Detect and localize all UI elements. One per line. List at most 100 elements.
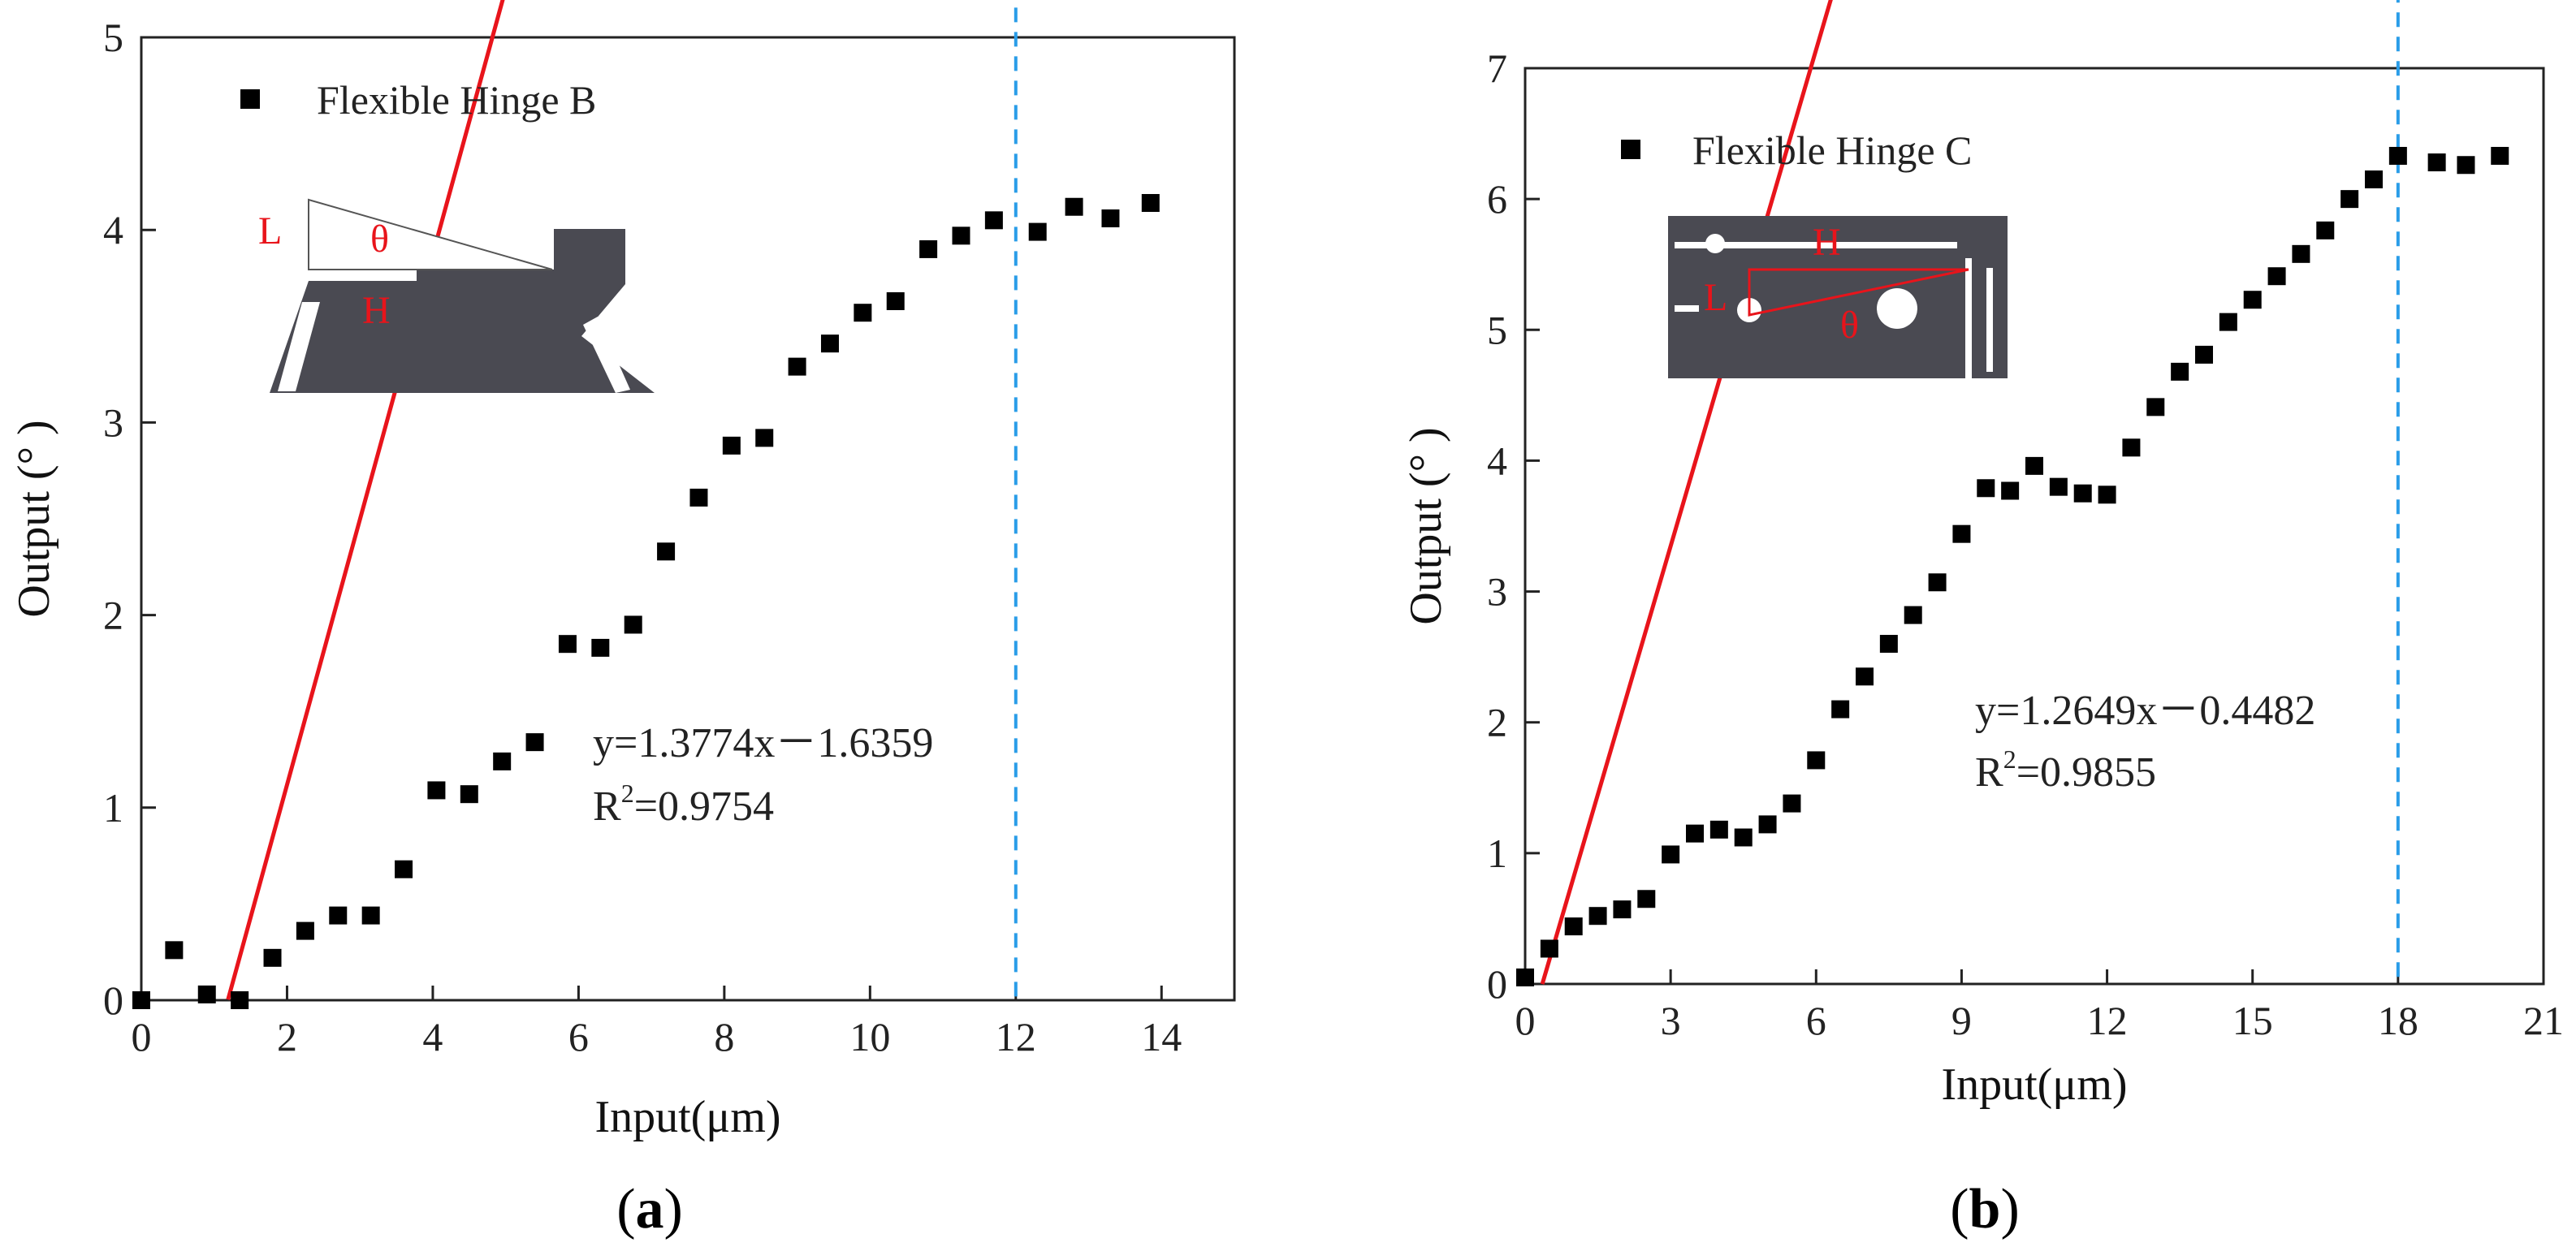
data-point-a: [427, 781, 446, 800]
x-axis-title-a: Input(μm): [594, 1092, 780, 1142]
hinge-c-top-hole: [1705, 234, 1725, 253]
x-tick-label-a: 8: [714, 1014, 734, 1059]
data-point-b: [2171, 362, 2189, 381]
x-tick-label-b: 0: [1515, 998, 1536, 1043]
hinge-b-body: [270, 229, 655, 393]
data-point-a: [460, 785, 478, 804]
x-tick-label-b: 18: [2378, 998, 2418, 1043]
legend-label-b: Flexible Hinge C: [1692, 127, 1972, 173]
hinge-c-right-slot-2: [1986, 268, 1993, 372]
data-point-b: [2122, 438, 2141, 457]
data-point-a: [231, 991, 249, 1009]
data-point-a: [984, 211, 1003, 230]
x-tick-label-b: 9: [1951, 998, 1972, 1043]
x-tick-label-a: 2: [277, 1014, 297, 1059]
x-tick-label-a: 14: [1141, 1014, 1182, 1059]
r-squared-value-b: =0.9855: [2016, 749, 2156, 796]
plot-frame-b: [1524, 67, 2545, 986]
fit-equation-b: y=1.2649x－0.4482: [1975, 688, 2315, 734]
marks-group-b: [1516, 0, 2509, 986]
inset-label-h-a: H: [362, 289, 391, 332]
r-squared-b: R2=0.9855: [1975, 744, 2156, 796]
fit-equation-a: y=1.3774x－1.6359: [593, 720, 933, 766]
data-point-b: [2427, 153, 2446, 172]
hinge-b-slot-right: [583, 317, 630, 393]
data-point-b: [2340, 190, 2359, 209]
data-point-b: [1540, 939, 1558, 958]
data-point-b: [2243, 291, 2262, 309]
data-point-b: [2219, 313, 2237, 331]
data-point-a: [657, 542, 676, 561]
x-tick-label-b: 15: [2232, 998, 2273, 1043]
fit-line-a: [226, 0, 505, 1000]
y-tick-label-b: 6: [1487, 176, 1507, 222]
data-point-b: [2025, 456, 2043, 475]
x-tick-label-a: 0: [132, 1014, 152, 1059]
y-tick-label-b: 3: [1487, 569, 1507, 615]
data-point-b: [2316, 221, 2335, 239]
data-point-a: [854, 304, 872, 322]
data-point-a: [919, 239, 938, 258]
r-squared-prefix-a: R: [593, 783, 621, 830]
legend-label-a: Flexible Hinge B: [317, 77, 596, 123]
plot-frame-a: [140, 36, 1236, 1002]
y-tick-label-a: 0: [103, 977, 123, 1023]
data-point-a: [558, 635, 577, 654]
data-point-b: [2388, 146, 2407, 165]
data-point-b: [1879, 635, 1898, 654]
y-tick-label-b: 1: [1487, 831, 1507, 876]
y-tick-label-a: 2: [103, 593, 123, 638]
data-point-a: [361, 906, 380, 925]
data-point-b: [1637, 890, 1656, 908]
data-point-a: [755, 429, 774, 447]
panel-caption-b: (b): [1950, 1178, 2020, 1241]
r-squared-prefix-b: R: [1975, 749, 2003, 796]
legend-marker-a: [240, 89, 260, 109]
x-tick-label-a: 6: [568, 1014, 589, 1059]
x-tick-label-a: 10: [849, 1014, 890, 1059]
data-point-b: [2491, 146, 2509, 165]
data-point-b: [1783, 794, 1801, 813]
data-point-b: [1613, 900, 1632, 919]
inset-label-theta-b: θ: [1840, 304, 1859, 347]
r-squared-a: R2=0.9754: [593, 779, 774, 830]
legend-marker-b: [1621, 140, 1640, 159]
data-point-a: [820, 334, 839, 353]
flexible-hinge-c-diagram: H L θ: [1668, 216, 2008, 378]
x-axis-title-b: Input(μm): [1941, 1059, 2127, 1110]
y-tick-label-a: 3: [103, 399, 123, 445]
data-point-b: [2001, 481, 2020, 500]
x-tick-label-b: 21: [2523, 998, 2564, 1043]
data-point-a: [329, 906, 348, 925]
data-point-b: [1734, 828, 1753, 847]
data-point-b: [1952, 524, 1971, 543]
data-point-b: [1977, 479, 1995, 498]
x-tick-label-b: 12: [2087, 998, 2128, 1043]
y-axis-title-b: Output (° ): [1401, 427, 1451, 624]
hinge-b-angle-triangle: [308, 198, 553, 270]
panel-caption-a: (a): [616, 1178, 683, 1241]
r-squared-sup-b: 2: [2003, 744, 2016, 774]
data-point-b: [2049, 477, 2068, 496]
y-tick-label-b: 7: [1487, 45, 1507, 91]
data-point-a: [1101, 209, 1120, 227]
r-squared-value-a: =0.9754: [634, 783, 774, 830]
inset-label-h-b: H: [1813, 221, 1841, 264]
data-point-b: [2457, 156, 2475, 175]
panel-caption-letter-b: b: [1969, 1178, 2001, 1241]
y-tick-label-b: 0: [1487, 961, 1507, 1007]
data-point-b: [1758, 815, 1777, 834]
data-point-a: [722, 436, 741, 455]
x-tick-label-b: 3: [1661, 998, 1681, 1043]
data-point-a: [952, 227, 970, 245]
r-squared-sup-a: 2: [621, 779, 634, 808]
y-tick-label-a: 4: [103, 207, 123, 252]
data-point-b: [2365, 170, 2383, 188]
data-point-b: [1588, 907, 1607, 926]
data-point-b: [1709, 820, 1728, 839]
